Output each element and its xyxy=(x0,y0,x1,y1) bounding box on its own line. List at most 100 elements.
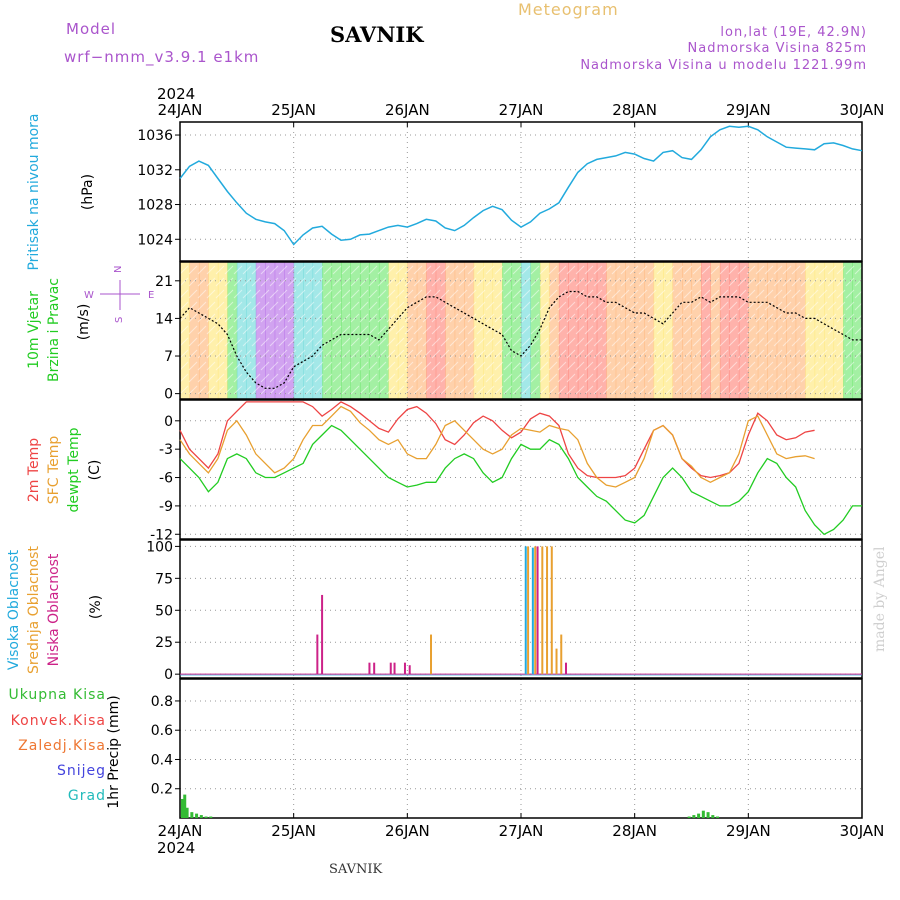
x-tick-label-top: 27JAN xyxy=(499,101,544,119)
wind-barb xyxy=(269,313,279,323)
wind-barb xyxy=(827,361,837,371)
cloud-bar xyxy=(560,634,563,675)
wind-barb xyxy=(791,361,801,371)
wind-barb xyxy=(404,265,414,275)
wind-barb xyxy=(836,325,846,335)
y-tick-label: -3 xyxy=(159,442,173,458)
wind-barb xyxy=(449,373,459,383)
wind-barb xyxy=(224,337,234,347)
wind-barb xyxy=(413,337,423,347)
compass-w: W xyxy=(84,290,94,301)
wind-barb xyxy=(422,337,432,347)
wind-barb xyxy=(791,385,801,395)
wind-field-column xyxy=(284,262,295,399)
wind-barb xyxy=(647,325,657,335)
wind-barb xyxy=(467,289,477,299)
wind-barb xyxy=(836,301,846,311)
wind-barb xyxy=(314,289,324,299)
wind-barb xyxy=(575,361,585,371)
wind-barb xyxy=(332,301,342,311)
wind-barb xyxy=(611,385,621,395)
wind-barb xyxy=(386,349,396,359)
wind-barb xyxy=(188,289,198,299)
wind-barb xyxy=(629,301,639,311)
wind-barb xyxy=(719,277,729,287)
wind-barb xyxy=(512,289,522,299)
wind-barb xyxy=(467,265,477,275)
wind-barb xyxy=(719,349,729,359)
wind-barb xyxy=(665,301,675,311)
wind-barb xyxy=(791,337,801,347)
cloud-bar xyxy=(564,662,567,675)
wind-barb xyxy=(629,289,639,299)
wind-barb xyxy=(251,301,261,311)
wind-barb xyxy=(323,361,333,371)
ylabel-low-cloud: Niska Oblacnost xyxy=(46,553,62,666)
wind-barb xyxy=(701,349,711,359)
wind-barb xyxy=(674,277,684,287)
wind-barb xyxy=(521,301,531,311)
wind-barb xyxy=(278,265,288,275)
wind-barb xyxy=(836,361,846,371)
wind-barb xyxy=(728,313,738,323)
wind-barb xyxy=(431,325,441,335)
wind-barb xyxy=(575,301,585,311)
wind-barb xyxy=(215,265,225,275)
wind-barb xyxy=(251,277,261,287)
wind-barb xyxy=(818,313,828,323)
wind-barb xyxy=(296,265,306,275)
wind-barb xyxy=(332,325,342,335)
wind-field-column xyxy=(246,262,257,399)
wind-barb xyxy=(503,313,513,323)
wind-barb xyxy=(431,385,441,395)
y-tick-label: 25 xyxy=(155,635,173,651)
wind-barb xyxy=(188,349,198,359)
wind-barb xyxy=(233,277,243,287)
wind-barb xyxy=(557,361,567,371)
wind-barb xyxy=(296,385,306,395)
cloud-bar xyxy=(430,634,433,675)
wind-barb xyxy=(494,349,504,359)
wind-barb xyxy=(287,313,297,323)
wind-barb xyxy=(728,337,738,347)
wind-barb xyxy=(701,277,711,287)
wind-barb xyxy=(602,313,612,323)
wind-barb xyxy=(638,265,648,275)
wind-field-column xyxy=(710,262,721,399)
wind-barb xyxy=(512,337,522,347)
wind-barb xyxy=(539,325,549,335)
wind-barb xyxy=(629,265,639,275)
wind-barb xyxy=(620,277,630,287)
wind-barb xyxy=(287,265,297,275)
wind-barb xyxy=(431,361,441,371)
wind-barb xyxy=(710,289,720,299)
wind-barb xyxy=(206,361,216,371)
wind-barb xyxy=(458,373,468,383)
wind-barb xyxy=(584,337,594,347)
wind-barb xyxy=(764,265,774,275)
wind-field-column xyxy=(663,262,674,399)
wind-barb xyxy=(638,361,648,371)
wind-barb xyxy=(584,325,594,335)
wind-barb xyxy=(269,289,279,299)
wind-barb xyxy=(242,289,252,299)
wind-barb xyxy=(818,325,828,335)
wind-field-column xyxy=(596,262,607,399)
wind-barb xyxy=(755,265,765,275)
wind-barb xyxy=(413,373,423,383)
wind-barb xyxy=(692,373,702,383)
wind-barb xyxy=(287,337,297,347)
wind-barb xyxy=(197,289,207,299)
wind-field-column xyxy=(539,262,550,399)
wind-barb xyxy=(719,361,729,371)
wind-barb xyxy=(323,289,333,299)
cloud-bar xyxy=(541,546,544,675)
wind-barb xyxy=(188,325,198,335)
wind-field-column xyxy=(180,262,190,399)
wind-barb xyxy=(422,277,432,287)
wind-barb xyxy=(467,325,477,335)
wind-barb xyxy=(476,325,486,335)
wind-barb xyxy=(728,265,738,275)
wind-barb xyxy=(215,301,225,311)
wind-barb xyxy=(656,385,666,395)
